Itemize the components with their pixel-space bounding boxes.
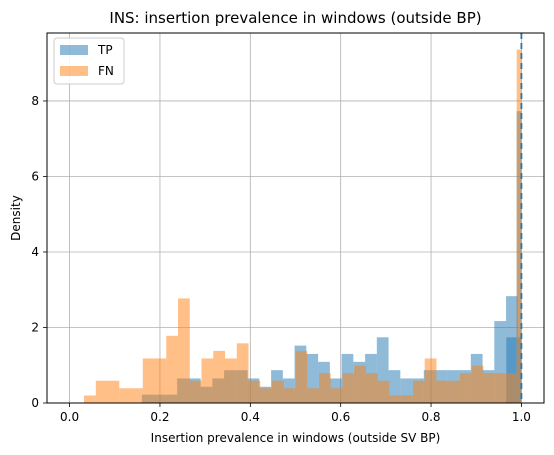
x-tick-label: 0.8 bbox=[421, 410, 440, 424]
legend: TP FN bbox=[53, 37, 125, 85]
bar-fn bbox=[248, 380, 261, 403]
x-axis: 0.0 0.2 0.4 0.6 0.8 1.0 bbox=[60, 403, 531, 424]
bar-tp bbox=[388, 370, 401, 403]
bar-tp bbox=[376, 337, 389, 403]
bar-fn bbox=[142, 358, 155, 403]
x-tick-label: 0.6 bbox=[331, 410, 350, 424]
bar-fn bbox=[436, 380, 449, 403]
bar-tp bbox=[306, 353, 319, 403]
x-tick-label: 1.0 bbox=[512, 410, 531, 424]
bar-fn bbox=[178, 298, 190, 403]
histogram-bars bbox=[84, 49, 522, 403]
bar-fn bbox=[511, 373, 517, 403]
bar-fn bbox=[459, 373, 472, 403]
bar-fn bbox=[166, 335, 179, 403]
bar-fn bbox=[412, 380, 425, 403]
x-axis-label: Insertion prevalence in windows (outside… bbox=[151, 431, 441, 445]
legend-swatch-fn bbox=[60, 66, 88, 76]
bar-fn bbox=[307, 388, 319, 403]
y-tick-label: 2 bbox=[31, 320, 39, 334]
bar-fn bbox=[295, 350, 308, 403]
bar-fn bbox=[119, 388, 132, 403]
y-axis: 0 2 4 6 8 bbox=[31, 94, 47, 410]
bar-fn bbox=[201, 358, 214, 403]
y-tick-label: 8 bbox=[31, 94, 39, 108]
bar-tp bbox=[400, 378, 413, 403]
legend-label-tp: TP bbox=[97, 43, 113, 57]
chart-title: INS: insertion prevalence in windows (ou… bbox=[109, 9, 481, 27]
y-tick-label: 6 bbox=[31, 169, 39, 183]
bar-fn bbox=[389, 395, 402, 403]
x-tick-label: 0.0 bbox=[60, 410, 79, 424]
bar-fn bbox=[483, 373, 496, 403]
bar-fn bbox=[318, 373, 331, 403]
y-tick-label: 4 bbox=[31, 245, 39, 259]
bar-fn bbox=[260, 388, 273, 403]
legend-swatch-tp bbox=[60, 45, 88, 55]
bar-fn bbox=[354, 365, 366, 403]
bar-fn bbox=[424, 358, 437, 403]
bar-fn bbox=[448, 380, 460, 403]
bar-fn bbox=[236, 343, 249, 403]
bar-fn bbox=[401, 395, 413, 403]
legend-label-fn: FN bbox=[98, 64, 114, 78]
bar-fn bbox=[506, 373, 512, 403]
bar-fn bbox=[342, 373, 355, 403]
plot-frame bbox=[46, 32, 545, 404]
bar-fn bbox=[272, 380, 284, 403]
bar-fn bbox=[330, 388, 343, 403]
y-axis-label: Density bbox=[9, 195, 23, 241]
x-tick-label: 0.4 bbox=[241, 410, 260, 424]
bar-fn bbox=[84, 395, 96, 403]
bar-fn bbox=[365, 373, 378, 403]
grid-lines bbox=[47, 33, 544, 404]
bar-fn bbox=[377, 380, 390, 403]
bar-tp bbox=[494, 321, 507, 403]
bar-fn bbox=[95, 380, 108, 403]
bar-fn bbox=[131, 388, 143, 403]
bar-fn bbox=[225, 358, 237, 403]
x-tick-label: 0.2 bbox=[150, 410, 169, 424]
bar-fn bbox=[154, 358, 167, 403]
bar-fn bbox=[189, 380, 202, 403]
bar-fn bbox=[107, 380, 120, 403]
bar-fn bbox=[495, 373, 507, 403]
y-tick-label: 0 bbox=[31, 396, 39, 410]
bar-fn bbox=[213, 350, 226, 403]
bar-fn bbox=[471, 365, 484, 403]
bar-fn bbox=[516, 49, 522, 403]
bar-tp bbox=[506, 337, 517, 403]
bar-fn bbox=[283, 388, 296, 403]
